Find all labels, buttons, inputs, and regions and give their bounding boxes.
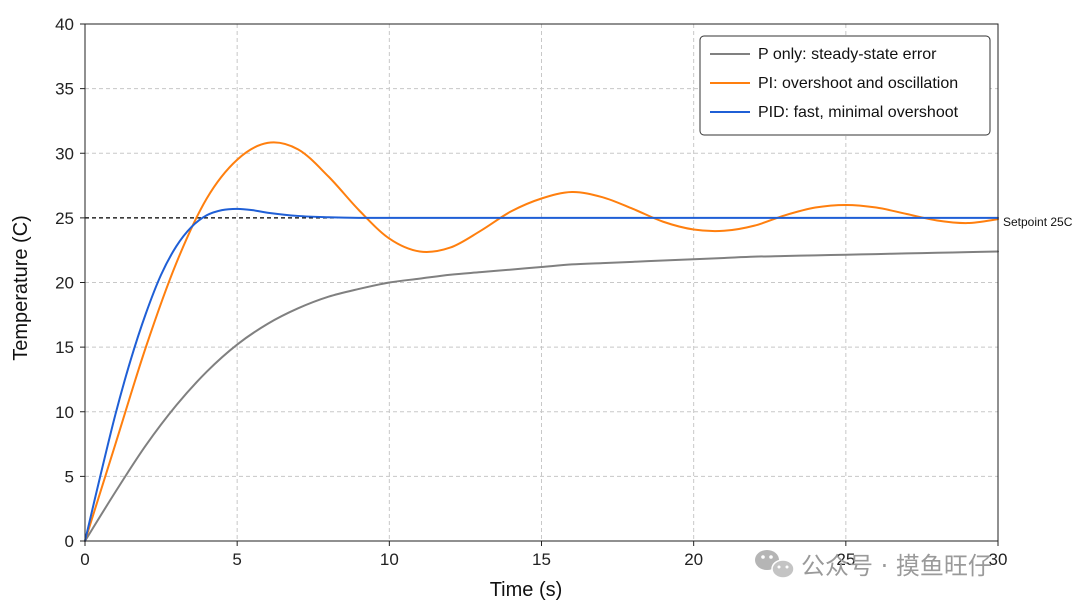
x-tick-label: 20 xyxy=(684,550,703,569)
legend-entry: PI: overshoot and oscillation xyxy=(758,75,958,92)
x-tick-label: 15 xyxy=(532,550,551,569)
ticks: 0 5 10 15 20 25 30 0 5 10 15 20 25 30 35 40 xyxy=(55,15,1007,569)
wechat-logo-icon xyxy=(755,550,795,579)
watermark: 公众号 · 摸鱼旺仔 xyxy=(755,550,992,580)
watermark-text: 公众号 · 摸鱼旺仔 xyxy=(801,552,992,580)
x-tick-label: 10 xyxy=(380,550,399,569)
x-axis-label: Time (s) xyxy=(490,579,563,601)
y-tick-label: 15 xyxy=(55,338,74,357)
y-axis-label: Temperature (C) xyxy=(10,215,32,361)
legend-box xyxy=(699,35,991,136)
series-line-1 xyxy=(84,250,999,542)
y-tick-label: 30 xyxy=(55,144,74,163)
legend-entry: PID: fast, minimal overshoot xyxy=(758,104,959,121)
y-tick-label: 0 xyxy=(65,532,74,551)
x-tick-label: 30 xyxy=(989,550,1008,569)
x-tick-label: 0 xyxy=(80,550,89,569)
x-tick-label: 25 xyxy=(836,550,855,569)
y-tick-label: 35 xyxy=(55,80,74,99)
y-tick-label: 5 xyxy=(65,467,74,486)
y-tick-label: 10 xyxy=(55,403,74,422)
legend-entry: P only: steady-state error xyxy=(758,46,937,63)
x-tick-label: 5 xyxy=(232,550,241,569)
series-layer xyxy=(84,141,999,542)
y-tick-label: 40 xyxy=(55,15,74,34)
series-line-3 xyxy=(84,207,999,542)
y-tick-label: 25 xyxy=(55,209,74,228)
series-line-2 xyxy=(84,141,999,542)
setpoint-label: Setpoint 25C xyxy=(1003,215,1073,229)
y-tick-label: 20 xyxy=(55,274,74,293)
legend: P only: steady-state error PI: overshoot … xyxy=(699,35,991,136)
